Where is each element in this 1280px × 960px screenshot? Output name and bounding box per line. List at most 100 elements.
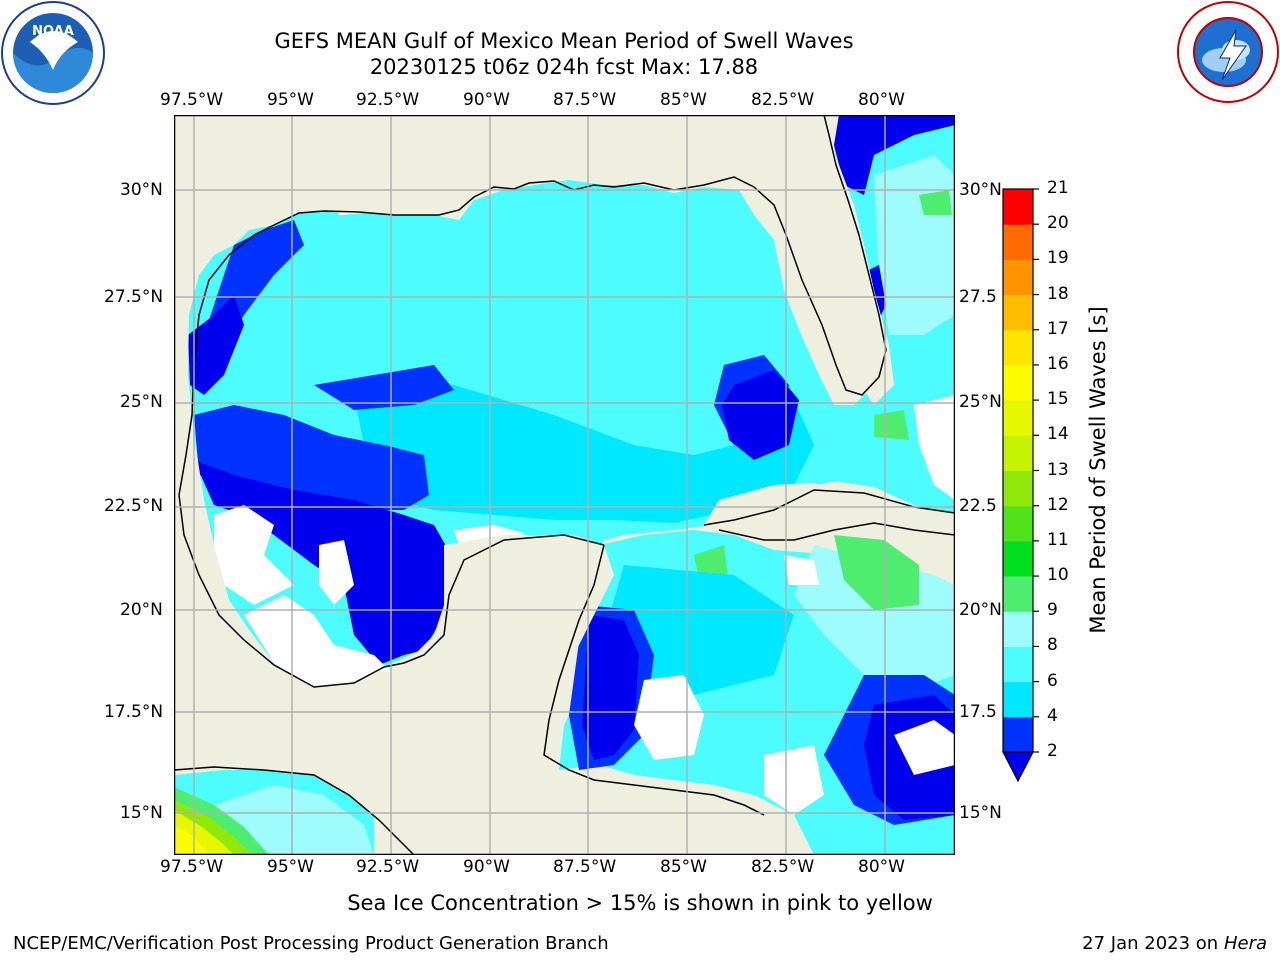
colorbar-segment <box>1003 540 1033 577</box>
swell-below-2s-region <box>188 295 244 395</box>
colorbar-tick-label: 6 <box>1047 670 1058 691</box>
swell-4-6s-region <box>354 385 814 523</box>
colorbar-tick-label: 11 <box>1047 529 1069 550</box>
no-data-area <box>914 395 955 500</box>
lat-tick-right: 15°N <box>959 803 1002 823</box>
lon-tick-top: 97.5°W <box>160 90 224 110</box>
colorbar-segment <box>1003 294 1033 331</box>
lat-tick-right: 17.5 <box>959 702 997 722</box>
swell-9-10s-region <box>919 190 952 215</box>
lon-tick-top: 95°W <box>267 90 314 110</box>
lon-tick-top: 85°W <box>660 90 707 110</box>
colorbar-segment <box>1003 329 1033 366</box>
no-data-area <box>319 540 354 605</box>
colorbar-extend-triangle <box>1002 751 1034 783</box>
colorbar-tick-label: 17 <box>1047 318 1069 339</box>
colorbar-segment <box>1003 681 1033 718</box>
yucatan-peninsula <box>389 535 614 775</box>
lon-tick-bottom: 87.5°W <box>553 857 617 877</box>
mexico-west-coast <box>174 315 424 775</box>
lon-tick-top: 90°W <box>463 90 510 110</box>
lat-tick-right: 30°N <box>959 180 1002 200</box>
lon-tick-bottom: 82.5°W <box>751 857 815 877</box>
colorbar-segment <box>1003 435 1033 471</box>
lon-tick-bottom: 80°W <box>858 857 905 877</box>
colorbar-tick-label: 4 <box>1047 705 1058 726</box>
lat-tick-right: 20°N <box>959 600 1002 620</box>
colorbar-tick-label: 18 <box>1047 283 1069 304</box>
colorbar-tick-label: 9 <box>1047 600 1058 621</box>
lon-tick-bottom: 92.5°W <box>356 857 420 877</box>
colorbar-segment <box>1003 505 1033 542</box>
colorbar-tick-label: 15 <box>1047 389 1069 410</box>
colorbar-segment <box>1003 646 1033 683</box>
swell-9-10s-region <box>874 410 909 440</box>
footer-host: Hera <box>1223 933 1267 954</box>
colorbar <box>1002 188 1039 783</box>
lat-tick-left: 15°N <box>120 803 163 823</box>
footer-date: 27 Jan 2023 on Hera <box>1082 933 1267 954</box>
lat-tick-left: 27.5°N <box>104 287 164 307</box>
colorbar-segment <box>1003 189 1033 225</box>
lat-tick-left: 22.5°N <box>104 496 164 516</box>
colorbar-segment <box>1003 224 1033 260</box>
no-data-area <box>764 745 824 815</box>
colorbar-tick-label: 14 <box>1047 424 1069 445</box>
swell-8-9s-region <box>214 785 374 855</box>
noaa-logo-icon: NOAA <box>1 1 105 105</box>
colorbar-segment <box>1003 576 1033 612</box>
colorbar-tick-marks <box>1033 188 1039 753</box>
svg-text:NOAA: NOAA <box>32 24 74 39</box>
lon-tick-top: 87.5°W <box>553 90 617 110</box>
florida-peninsula <box>734 115 894 405</box>
no-data-area <box>784 555 819 585</box>
central-america <box>374 745 759 855</box>
chart-title: GEFS MEAN Gulf of Mexico Mean Period of … <box>274 29 854 53</box>
footer-organization: NCEP/EMC/Verification Post Processing Pr… <box>13 933 609 954</box>
map-frame <box>174 115 955 855</box>
lon-tick-top: 92.5°W <box>356 90 420 110</box>
colorbar-tick-label: 19 <box>1047 248 1069 269</box>
graticule <box>174 115 955 855</box>
sea-ice-note: Sea Ice Concentration > 15% is shown in … <box>347 891 933 915</box>
gulf-of-mexico-swell-period-map <box>174 115 955 855</box>
lat-tick-right: 22.5 <box>959 496 997 516</box>
northern-gulf-coast <box>174 115 734 325</box>
lon-tick-bottom: 90°W <box>463 857 510 877</box>
swell-8-9s-region <box>874 155 955 335</box>
swell-9-10s-region <box>834 535 919 610</box>
colorbar-segment <box>1003 716 1033 753</box>
colorbar-tick-label: 21 <box>1047 178 1069 198</box>
no-data-area <box>894 720 955 775</box>
lat-tick-right: 25°N <box>959 392 1002 412</box>
lon-tick-bottom: 95°W <box>267 857 314 877</box>
no-data-area <box>244 595 394 687</box>
colorbar-tick-label: 10 <box>1047 565 1069 586</box>
colorbar-label: Mean Period of Swell Waves [s] <box>1086 306 1110 634</box>
colorbar-tick-label: 2 <box>1047 741 1058 761</box>
lat-tick-left: 17.5°N <box>104 702 164 722</box>
lon-tick-bottom: 85°W <box>660 857 707 877</box>
colorbar-tick-label: 16 <box>1047 353 1069 374</box>
lat-tick-left: 30°N <box>120 180 163 200</box>
no-data-area <box>214 505 294 605</box>
colorbar-segment <box>1003 470 1033 507</box>
sea-ice-note-wrap: Sea Ice Concentration > 15% is shown in … <box>0 891 1280 915</box>
swell-below-2s-region <box>834 115 955 195</box>
national-weather-service-logo-icon <box>1177 1 1279 103</box>
footer-date-text: 27 Jan 2023 on <box>1082 933 1224 954</box>
colorbar-segment <box>1003 259 1033 296</box>
lat-tick-left: 20°N <box>120 600 163 620</box>
colorbar-tick-label: 8 <box>1047 635 1058 656</box>
lon-tick-bottom: 97.5°W <box>160 857 224 877</box>
lat-tick-right: 27.5 <box>959 287 997 307</box>
swell-below-2s-region <box>722 370 799 460</box>
lon-tick-top: 82.5°W <box>751 90 815 110</box>
swell-below-2s-region <box>582 615 639 760</box>
lat-tick-left: 25°N <box>120 392 163 412</box>
lon-tick-top: 80°W <box>858 90 905 110</box>
colorbar-segment <box>1003 400 1033 436</box>
colorbar-segment <box>1003 611 1033 647</box>
colorbar-tick-label: 20 <box>1047 213 1069 234</box>
chart-subtitle: 20230125 t06z 024h fcst Max: 17.88 <box>369 55 759 79</box>
